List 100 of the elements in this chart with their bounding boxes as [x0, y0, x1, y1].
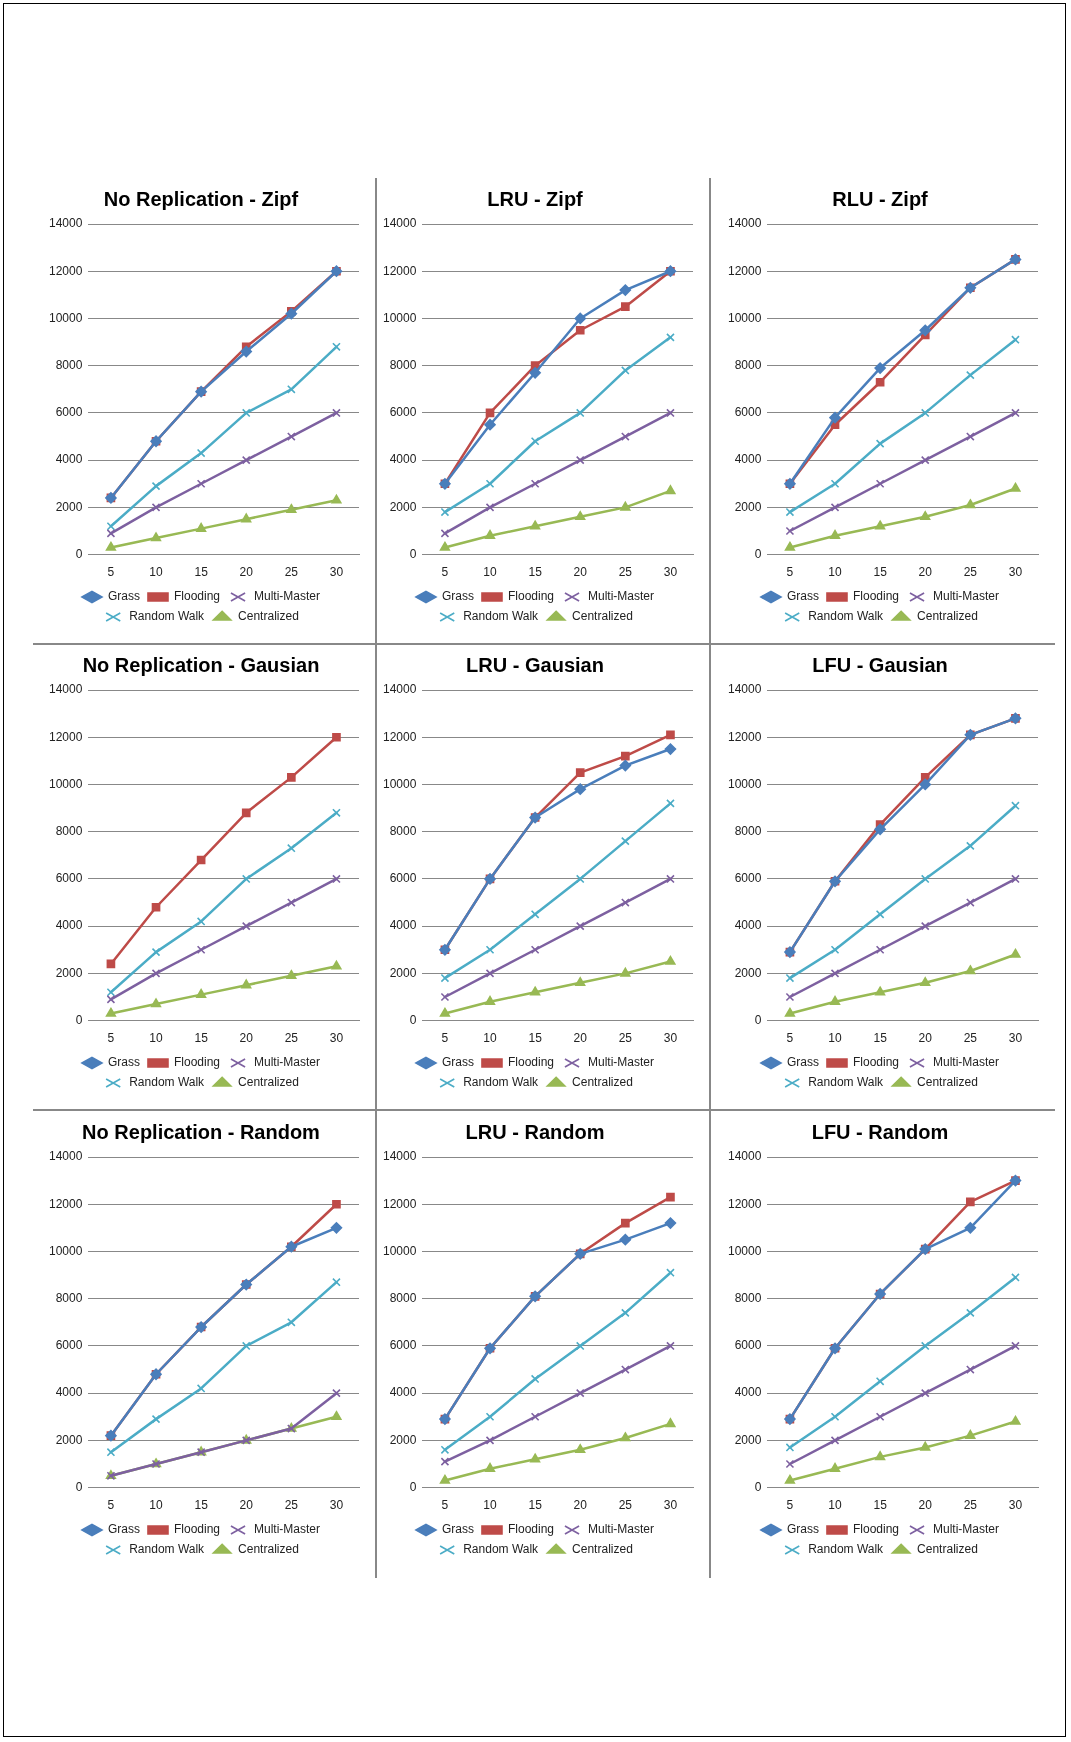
y-tick-label: 8000	[734, 1291, 762, 1305]
x-tick-label: 15	[194, 1031, 209, 1046]
x-tick-label: 20	[918, 1498, 933, 1513]
y-tick-label: 14000	[727, 682, 762, 697]
x-tick-label: 15	[873, 1031, 888, 1046]
x-tick-label: 5	[786, 1498, 794, 1513]
x-tick-label: 20	[239, 1498, 254, 1513]
y-tick-label: 12000	[48, 263, 83, 278]
x-tick-label: 15	[873, 1498, 888, 1513]
legend-label: Random Walk	[808, 609, 885, 624]
y-tick-label: 8000	[55, 824, 83, 838]
legend-label: Grass	[107, 589, 140, 604]
legend-label: Grass	[441, 1522, 474, 1537]
legend-label: Flooding	[507, 1522, 555, 1537]
y-tick-label: 0	[754, 546, 762, 561]
y-tick-label: 12000	[48, 729, 83, 744]
y-tick-label: 2000	[734, 499, 762, 514]
legend-label: Multi-Master	[254, 1522, 321, 1537]
y-tick-label: 0	[75, 1012, 83, 1027]
y-tick-label: 0	[75, 546, 83, 561]
chart-title: LRU - Zipf	[487, 187, 584, 210]
y-tick-label: 2000	[389, 499, 417, 514]
y-tick-label: 0	[409, 1012, 417, 1027]
x-tick-label: 20	[918, 1031, 933, 1046]
y-tick-label: 2000	[55, 965, 83, 980]
x-tick-label: 5	[107, 565, 115, 580]
x-tick-label: 15	[194, 1498, 209, 1513]
legend-label: Multi-Master	[933, 1055, 1000, 1070]
legend-label: Multi-Master	[254, 589, 321, 604]
y-tick-label: 14000	[382, 216, 417, 231]
legend-label: Multi-Master	[933, 1522, 1000, 1537]
x-tick-label: 5	[786, 1031, 794, 1046]
x-tick-label: 10	[149, 1031, 164, 1046]
y-tick-label: 0	[754, 1012, 762, 1027]
y-tick-label: 4000	[734, 918, 762, 933]
y-tick-label: 14000	[727, 1149, 762, 1164]
chart-title: No Replication - Zipf	[103, 187, 299, 210]
y-tick-label: 12000	[48, 1196, 83, 1211]
y-tick-label: 4000	[55, 1385, 83, 1400]
y-tick-label: 4000	[55, 452, 83, 467]
x-tick-label: 25	[284, 1498, 299, 1513]
x-tick-label: 10	[483, 1031, 498, 1046]
legend-label: Flooding	[173, 589, 221, 604]
chart-title: RLU - Zipf	[832, 187, 929, 210]
y-tick-label: 14000	[727, 216, 762, 231]
y-tick-label: 0	[754, 1479, 762, 1494]
legend-label: Grass	[107, 1055, 140, 1070]
legend-label: Random Walk	[463, 609, 540, 624]
x-tick-label: 15	[528, 1031, 543, 1046]
y-tick-label: 10000	[727, 776, 762, 791]
chart-title: LFU - Random	[811, 1120, 949, 1143]
x-tick-label: 15	[528, 1498, 543, 1513]
y-tick-label: 0	[409, 546, 417, 561]
y-tick-label: 2000	[389, 1432, 417, 1447]
x-tick-label: 20	[573, 565, 588, 580]
x-tick-label: 30	[663, 1031, 678, 1046]
legend-label: Flooding	[173, 1522, 221, 1537]
y-tick-label: 4000	[734, 452, 762, 467]
y-tick-label: 10000	[382, 776, 417, 791]
x-tick-label: 5	[107, 1031, 115, 1046]
y-tick-label: 8000	[55, 1291, 83, 1305]
legend-label: Flooding	[507, 589, 555, 604]
x-tick-label: 15	[873, 565, 888, 580]
y-tick-label: 14000	[382, 1149, 417, 1164]
y-tick-label: 2000	[734, 1432, 762, 1447]
legend-label: Flooding	[173, 1055, 221, 1070]
y-tick-label: 2000	[55, 1432, 83, 1447]
y-tick-label: 4000	[389, 452, 417, 467]
y-tick-label: 2000	[55, 499, 83, 514]
x-tick-label: 10	[483, 565, 498, 580]
x-tick-label: 10	[828, 1498, 843, 1513]
legend-label: Flooding	[852, 1055, 900, 1070]
x-tick-label: 30	[663, 565, 678, 580]
legend-label: Grass	[786, 589, 819, 604]
chart-title: No Replication - Random	[82, 1120, 320, 1143]
y-tick-label: 6000	[389, 1338, 417, 1353]
x-tick-label: 15	[528, 565, 543, 580]
y-tick-label: 2000	[389, 965, 417, 980]
legend-label: Multi-Master	[588, 1522, 655, 1537]
x-tick-label: 5	[441, 565, 449, 580]
legend-label: Random Walk	[129, 609, 206, 624]
y-tick-label: 6000	[734, 1338, 762, 1353]
legend-label: Flooding	[507, 1055, 555, 1070]
y-tick-label: 10000	[382, 1243, 417, 1258]
y-tick-label: 8000	[734, 824, 762, 838]
legend-label: Flooding	[852, 589, 900, 604]
legend-label: Multi-Master	[254, 1055, 321, 1070]
y-tick-label: 10000	[48, 310, 83, 325]
y-tick-label: 12000	[382, 729, 417, 744]
y-tick-label: 6000	[55, 405, 83, 420]
y-tick-label: 4000	[55, 918, 83, 933]
y-tick-label: 8000	[389, 824, 417, 838]
x-tick-label: 20	[239, 565, 254, 580]
x-tick-label: 20	[239, 1031, 254, 1046]
y-tick-label: 6000	[734, 871, 762, 886]
legend-label: Centralized	[572, 1542, 633, 1557]
x-tick-label: 10	[828, 1031, 843, 1046]
y-tick-label: 8000	[55, 358, 83, 372]
y-tick-label: 4000	[734, 1385, 762, 1400]
y-tick-label: 4000	[389, 918, 417, 933]
